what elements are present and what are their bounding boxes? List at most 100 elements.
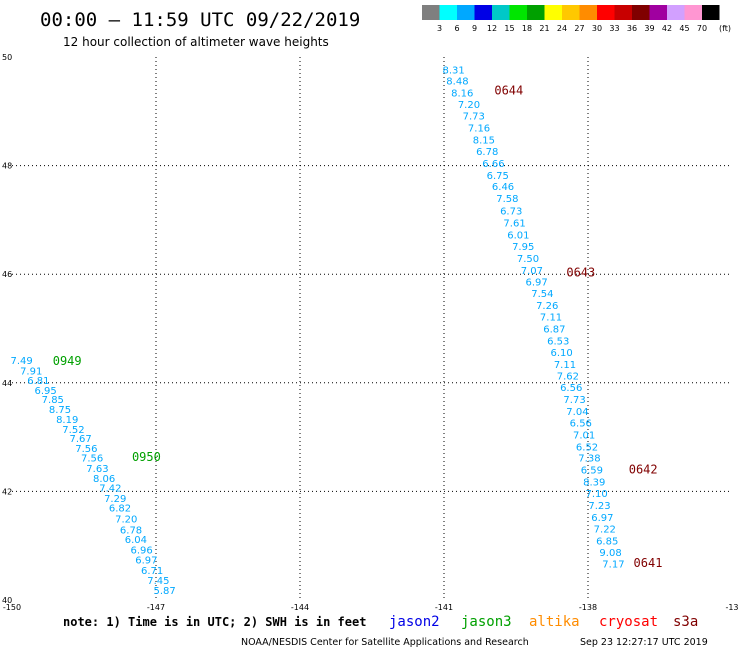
wave-height-label: 7.54 (531, 289, 553, 300)
colorbar-swatch (509, 5, 527, 20)
colorbar-swatch (457, 5, 475, 20)
pass-time-label: 0641 (634, 556, 663, 570)
colorbar-label: 21 (539, 24, 549, 33)
x-axis-ticks: -150 -147 -144 -141 -138 -13 (3, 603, 739, 612)
satellite-legend: jason2 jason3 altika cryosat s3a (389, 614, 698, 630)
wave-height-label: 7.04 (566, 407, 588, 418)
wave-height-label: 6.04 (125, 535, 147, 546)
wave-height-label: 8.39 (583, 478, 605, 489)
colorbar-label: 18 (522, 24, 532, 33)
y-tick-label: 46 (2, 270, 12, 279)
colorbar-swatch (439, 5, 457, 20)
colorbar-swatch (544, 5, 562, 20)
wave-height-label: 6.78 (120, 525, 142, 536)
colorbar-label: 42 (662, 24, 672, 33)
wave-height-label: 7.01 (573, 430, 595, 441)
wave-height-label: 6.95 (34, 386, 56, 397)
colorbar-label: 15 (504, 24, 514, 33)
x-tick-label: -150 (3, 603, 21, 612)
y-tick-label: 40 (2, 596, 12, 605)
wave-height-label: 7.29 (104, 494, 126, 505)
colorbar-label: 45 (679, 24, 689, 33)
colorbar-swatch (422, 5, 440, 20)
wave-height-label: 7.95 (512, 242, 534, 253)
wave-height-label: 7.73 (463, 112, 485, 123)
wave-height-marks: 8.318.488.167.207.737.168.156.786.666.75… (10, 65, 662, 597)
wave-height-label: 7.45 (147, 576, 169, 587)
wave-height-label: 7.26 (536, 301, 558, 312)
wave-height-label: 6.01 (507, 231, 529, 242)
wave-height-label: 6.56 (570, 418, 592, 429)
wave-height-label: 7.20 (458, 100, 480, 111)
wave-height-label: 7.49 (10, 356, 32, 367)
colorbar-label: 70 (697, 24, 707, 33)
y-tick-label: 48 (2, 162, 12, 171)
wave-height-label: 7.20 (115, 515, 137, 526)
wave-height-label: 7.73 (563, 395, 585, 406)
wave-height-label: 6.66 (482, 159, 504, 170)
pass-time-label: 0642 (629, 463, 658, 477)
x-tick-label: -13 (725, 603, 738, 612)
wave-height-label: 7.67 (70, 434, 92, 445)
wave-height-label: 6.97 (526, 277, 548, 288)
wave-height-label: 5.87 (154, 586, 176, 597)
wave-height-label: 6.85 (596, 536, 618, 547)
colorbar-swatch (614, 5, 632, 20)
wave-height-label: 7.16 (468, 124, 490, 135)
legend-entry-jason2: jason2 (389, 614, 440, 630)
wave-height-label: 8.06 (93, 474, 115, 485)
wave-height-label: 6.97 (135, 555, 157, 566)
y-tick-label: 44 (2, 379, 12, 388)
wave-height-label: 7.85 (42, 395, 64, 406)
colorbar-swatch (649, 5, 667, 20)
wave-height-label: 7.11 (554, 360, 576, 371)
colorbar-label: 39 (644, 24, 654, 33)
wave-height-label: 6.82 (109, 504, 131, 515)
wave-height-label: 6.75 (487, 171, 509, 182)
colorbar-swatch (527, 5, 545, 20)
wave-height-label: 8.75 (49, 405, 71, 416)
colorbar-label: 6 (454, 24, 459, 33)
colorbar-label: 36 (627, 24, 637, 33)
pass-time-label: 0643 (566, 265, 595, 279)
legend-entry-altika: altika (529, 614, 580, 630)
x-tick-label: -144 (291, 603, 309, 612)
wave-height-label: 6.10 (550, 348, 572, 359)
colorbar-swatch (684, 5, 702, 20)
colorbar-swatch (562, 5, 580, 20)
colorbar-label: 27 (574, 24, 584, 33)
wave-height-label: 7.23 (588, 501, 610, 512)
colorbar-swatch (632, 5, 650, 20)
wave-height-label: 7.56 (81, 454, 103, 465)
wave-height-label: 6.52 (576, 442, 598, 453)
wave-height-label: 6.81 (27, 376, 49, 387)
wave-height-label: 7.91 (20, 366, 42, 377)
pass-time-label: 0950 (132, 450, 161, 464)
colorbar-swatch (492, 5, 510, 20)
colorbar-unit: (ft) (719, 24, 731, 33)
wave-height-label: 6.96 (130, 546, 152, 557)
wave-height-label: 7.22 (594, 524, 616, 535)
colorbar-label: 30 (592, 24, 602, 33)
wave-height-label: 8.48 (446, 76, 468, 87)
legend-entry-jason3: jason3 (461, 614, 512, 630)
colorbar-swatch (474, 5, 492, 20)
chart-subtitle: 12 hour collection of altimeter wave hei… (63, 35, 329, 49)
colorbar-swatch (667, 5, 685, 20)
wave-height-label: 7.50 (517, 254, 539, 265)
y-tick-label: 42 (2, 487, 12, 496)
wave-height-label: 7.52 (62, 425, 84, 436)
wave-height-label: 7.58 (496, 194, 518, 205)
colorbar-label: 3 (437, 24, 442, 33)
wave-height-label: 8.16 (451, 88, 473, 99)
chart-title: 00:00 – 11:59 UTC 09/22/2019 (40, 9, 360, 31)
colorbar-label: 12 (487, 24, 497, 33)
pass-time-label: 0949 (53, 354, 82, 368)
wave-height-label: 6.56 (560, 383, 582, 394)
colorbar-label: 33 (609, 24, 619, 33)
colorbar-label: 24 (557, 24, 567, 33)
wave-height-label: 6.53 (547, 336, 569, 347)
wave-height-label: 6.87 (543, 325, 565, 336)
x-tick-label: -147 (147, 603, 165, 612)
